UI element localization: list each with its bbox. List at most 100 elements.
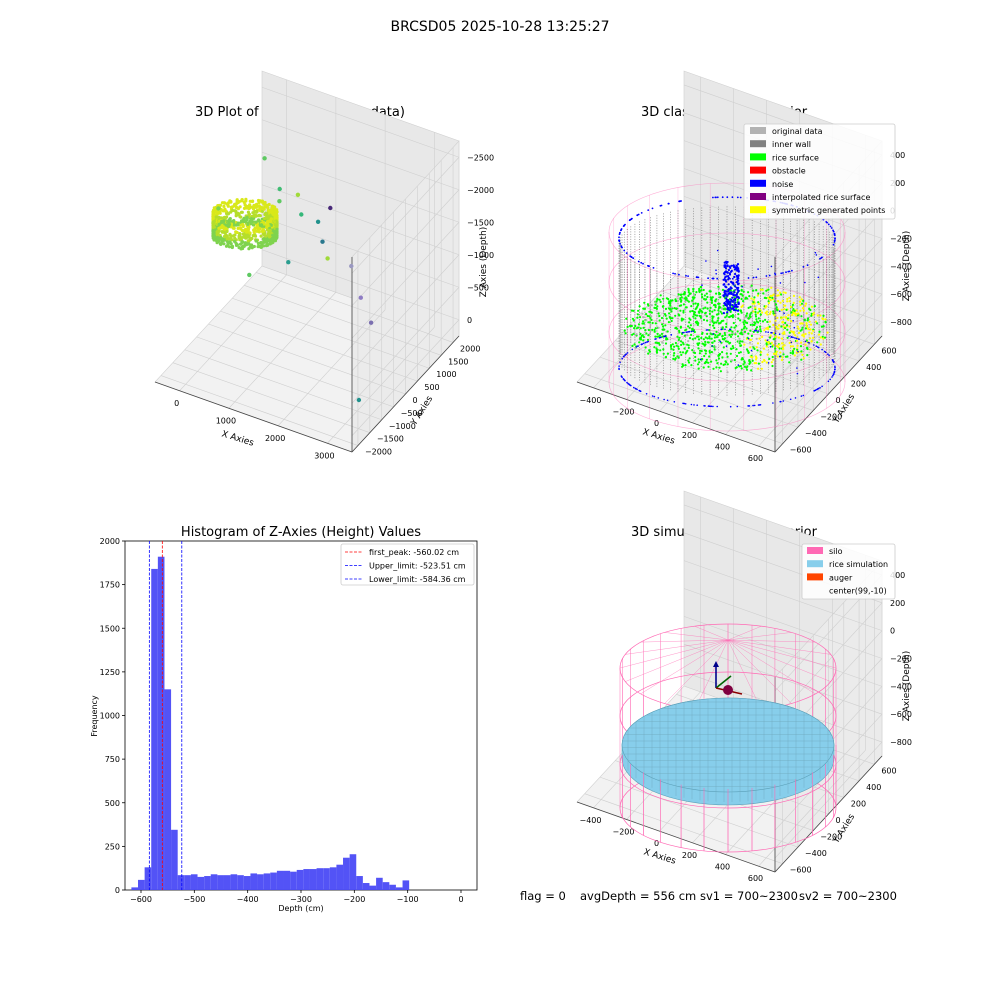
classified-point bbox=[760, 351, 763, 354]
classified-point bbox=[708, 329, 711, 332]
classified-point bbox=[782, 291, 785, 294]
classified-point bbox=[698, 361, 701, 364]
classified-point bbox=[805, 312, 808, 315]
classified-point bbox=[723, 363, 727, 366]
classified-point bbox=[750, 284, 753, 287]
panel-histogram: Histogram of Z-Axies (Height) Values −60… bbox=[90, 525, 478, 913]
panel-simulation-ztick-label: 200 bbox=[890, 599, 905, 608]
classified-point bbox=[717, 334, 720, 337]
classified-point bbox=[648, 315, 651, 318]
legend-swatch bbox=[750, 127, 766, 134]
noise-point bbox=[754, 329, 756, 332]
classified-point bbox=[791, 313, 794, 317]
classified-point bbox=[657, 326, 660, 329]
classified-point bbox=[754, 322, 757, 325]
classified-point bbox=[806, 354, 809, 357]
classified-point bbox=[767, 288, 770, 291]
histogram-bar bbox=[138, 879, 145, 890]
classified-point bbox=[680, 343, 683, 346]
classified-point bbox=[822, 318, 825, 321]
classified-point bbox=[642, 316, 645, 319]
noise-point bbox=[792, 336, 794, 339]
classified-point bbox=[802, 333, 805, 336]
silo-roof-line bbox=[727, 639, 762, 710]
classified-point bbox=[684, 296, 687, 299]
classified-point bbox=[792, 351, 795, 354]
classified-point bbox=[644, 329, 647, 332]
classified-point bbox=[787, 314, 790, 317]
status-footer: flag = 0 avgDepth = 556 cm sv1 = 700~230… bbox=[520, 889, 897, 903]
histogram-frame bbox=[124, 540, 478, 891]
classified-point bbox=[802, 357, 805, 360]
classified-point bbox=[649, 316, 652, 319]
histogram-title: Histogram of Z-Axies (Height) Values bbox=[181, 525, 421, 540]
legend-swatch bbox=[750, 206, 766, 214]
classified-point bbox=[728, 333, 731, 337]
classified-point bbox=[768, 320, 772, 323]
silo-roof-line bbox=[727, 639, 837, 669]
classified-point bbox=[686, 334, 689, 337]
classified-point bbox=[729, 310, 732, 313]
raw-cloud-point bbox=[265, 214, 270, 218]
classified-point bbox=[800, 350, 803, 353]
noise-cluster-point bbox=[730, 307, 733, 310]
raw-cloud-point bbox=[267, 231, 271, 236]
histogram-bar bbox=[349, 854, 357, 890]
panel-classify-legend: original data inner wall rice surface obsta… bbox=[743, 123, 896, 220]
histogram-xtick-label: −100 bbox=[397, 895, 419, 904]
panel-simulation-xtick-label: 0 bbox=[654, 839, 659, 848]
noise-point bbox=[829, 378, 831, 381]
raw-cloud-point bbox=[242, 200, 246, 204]
classified-point bbox=[783, 332, 786, 335]
noise-point bbox=[667, 202, 670, 205]
classified-point bbox=[705, 358, 709, 361]
silo-wire-ring bbox=[608, 182, 846, 282]
noise-point bbox=[640, 261, 643, 264]
classified-point bbox=[780, 293, 783, 296]
classified-point bbox=[712, 367, 715, 370]
classified-point bbox=[710, 299, 714, 302]
noise-point bbox=[684, 403, 687, 405]
classified-point bbox=[804, 343, 807, 346]
classified-point bbox=[759, 325, 762, 328]
classified-point bbox=[682, 309, 685, 312]
classified-point bbox=[646, 303, 650, 306]
classified-point bbox=[637, 323, 641, 326]
classified-point bbox=[687, 346, 690, 349]
panel-classify-xtick-label: 0 bbox=[654, 419, 659, 428]
noise-point bbox=[827, 353, 829, 356]
raw-cloud-point bbox=[239, 247, 243, 251]
noise-point bbox=[724, 328, 726, 331]
raw-cloud-point bbox=[275, 229, 279, 233]
classified-point bbox=[719, 292, 722, 296]
noise-point bbox=[804, 281, 806, 284]
classified-point bbox=[761, 360, 764, 364]
classified-point bbox=[715, 330, 718, 333]
classified-point bbox=[797, 331, 801, 334]
noise-point bbox=[683, 402, 686, 405]
histogram-bar bbox=[329, 867, 337, 890]
raw-cloud-point bbox=[224, 209, 228, 213]
classified-point bbox=[749, 313, 752, 316]
classified-point bbox=[739, 310, 743, 313]
raw-cloud-point bbox=[232, 219, 236, 223]
noise-point bbox=[806, 264, 809, 267]
classified-point bbox=[758, 307, 761, 310]
noise-point bbox=[791, 269, 793, 272]
classified-point bbox=[790, 311, 793, 314]
classified-point bbox=[717, 307, 721, 310]
classified-point bbox=[682, 297, 685, 300]
noise-point bbox=[779, 355, 781, 358]
classified-point bbox=[804, 304, 807, 307]
classified-point bbox=[812, 312, 816, 315]
noise-cluster-point bbox=[722, 312, 726, 315]
classified-point bbox=[740, 297, 743, 301]
panel-raw-ztick-label: −500 bbox=[467, 283, 489, 292]
legend-swatch bbox=[750, 193, 766, 200]
classified-point bbox=[709, 306, 712, 309]
histogram-bar bbox=[296, 869, 304, 890]
classified-point bbox=[756, 312, 759, 315]
classified-point bbox=[714, 334, 717, 337]
classified-point bbox=[715, 336, 719, 339]
classified-point bbox=[713, 336, 717, 339]
